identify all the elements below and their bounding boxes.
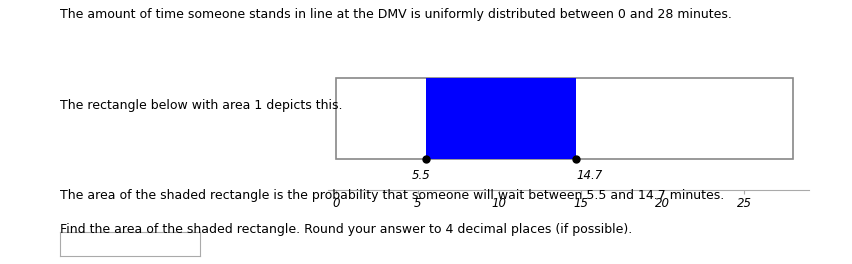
Bar [426, 78, 576, 159]
Text: Find the area of the shaded rectangle. Round your answer to 4 decimal places (if: Find the area of the shaded rectangle. R… [60, 223, 632, 236]
Text: The area of the shaded rectangle is the probability that someone will wait betwe: The area of the shaded rectangle is the … [60, 189, 724, 202]
Text: 14.7: 14.7 [576, 169, 602, 182]
Text: The amount of time someone stands in line at the DMV is uniformly distributed be: The amount of time someone stands in lin… [60, 8, 732, 21]
Text: The rectangle below with area 1 depicts this.: The rectangle below with area 1 depicts … [60, 99, 343, 112]
Text: 5.5: 5.5 [412, 169, 430, 182]
Bar [337, 78, 793, 159]
